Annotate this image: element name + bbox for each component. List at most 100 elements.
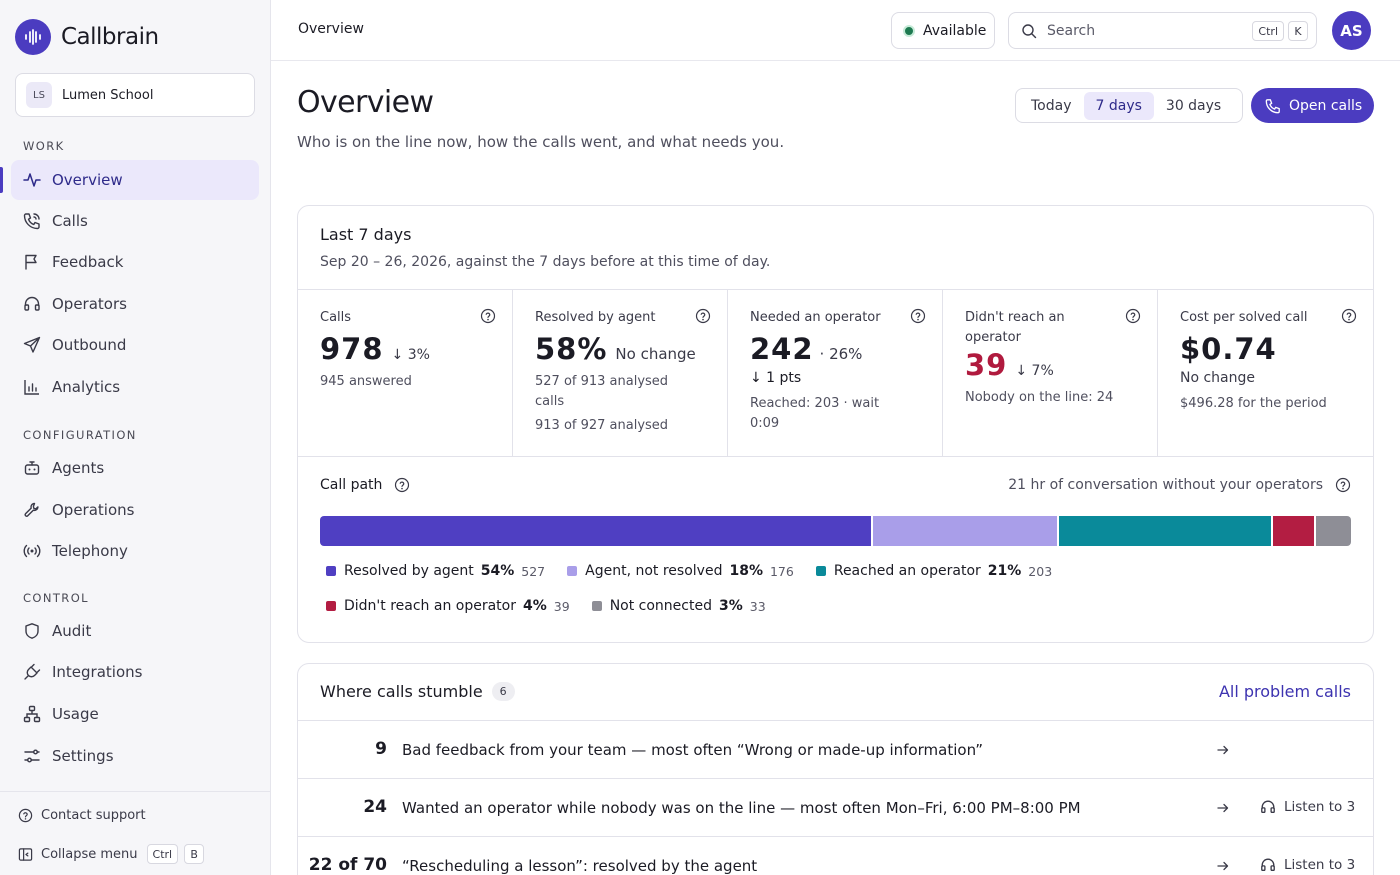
metric-value: 978 (320, 332, 384, 366)
stumble-row[interactable]: 24 Wanted an operator while nobody was on… (298, 779, 1373, 837)
page-title: Overview (297, 85, 434, 120)
collapse-menu-label: Collapse menu (41, 846, 138, 862)
network-icon (23, 705, 41, 723)
open-calls-button[interactable]: Open calls (1251, 88, 1374, 123)
metric-resolved-by-agent: Resolved by agent 58% No change 527 of 9… (513, 290, 728, 456)
legend-label: Reached an operator (833, 563, 981, 579)
stumble-row[interactable]: 22 of 70 “Rescheduling a lesson”: resolve… (298, 837, 1373, 875)
listen-button[interactable]: Listen to 3 (1260, 857, 1355, 873)
sidebar-item-telephony[interactable]: Telephony (11, 531, 259, 571)
legend-percent: 54% (480, 563, 515, 579)
call-path-segment[interactable] (320, 516, 871, 546)
call-path-segment[interactable] (872, 516, 1057, 546)
sidebar-item-integrations[interactable]: Integrations (11, 652, 259, 692)
sidebar-item-label: Operations (52, 501, 135, 519)
call-path-segment[interactable] (1058, 516, 1272, 546)
listen-button[interactable]: Listen to 3 (1260, 799, 1355, 815)
sidebar: Callbrain LS Lumen School WORK Overview … (0, 0, 271, 875)
legend-count: 527 (521, 563, 546, 579)
metric-label: Calls (320, 310, 352, 325)
section-label-work: WORK (23, 139, 65, 153)
sidebar-item-operators[interactable]: Operators (11, 284, 259, 324)
availability-toggle[interactable]: Available (891, 12, 995, 49)
sidebar-item-operations[interactable]: Operations (11, 490, 259, 530)
legend-item: Agent, not resolved 18% 176 (567, 561, 794, 581)
headset-icon (1261, 800, 1275, 813)
radio-icon (23, 544, 41, 558)
page-subtitle: Who is on the line now, how the calls we… (297, 133, 785, 151)
legend-percent: 4% (523, 598, 547, 614)
legend-item: Didn't reach an operator 4% 39 (326, 596, 570, 616)
sidebar-item-usage[interactable]: Usage (11, 694, 259, 734)
sidebar-item-feedback[interactable]: Feedback (11, 242, 259, 282)
all-problem-calls-link[interactable]: All problem calls (1218, 682, 1351, 701)
summary-subtitle: Sep 20 – 26, 2026, against the 7 days be… (320, 254, 771, 270)
sidebar-item-label: Telephony (52, 542, 128, 560)
stumble-text: “Rescheduling a lesson”: resolved by the… (402, 857, 758, 875)
metric-note: Nobody on the line: 24 (965, 390, 1114, 405)
stumble-header: Where calls stumble 6 All problem calls (298, 664, 1373, 721)
arrow-right-icon (1217, 803, 1229, 813)
legend-item: Reached an operator 21% 203 (815, 561, 1052, 581)
sidebar-item-audit[interactable]: Audit (11, 611, 259, 651)
metric-share: · 26% (819, 345, 863, 363)
metric-value: 39 (965, 348, 1008, 382)
sidebar-item-outbound[interactable]: Outbound (11, 325, 259, 365)
help-icon[interactable] (1341, 308, 1357, 324)
workspace-switcher[interactable]: LS Lumen School (15, 73, 255, 117)
help-icon[interactable] (1335, 477, 1351, 493)
metric-didnt-reach-operator: Didn't reach an operator 39 ↓ 7% Nobody … (943, 290, 1158, 456)
sidebar-item-label: Calls (52, 212, 88, 230)
legend-swatch (591, 601, 602, 611)
help-icon[interactable] (480, 308, 496, 324)
sidebar-item-analytics[interactable]: Analytics (11, 367, 259, 407)
workspace-avatar: LS (26, 82, 52, 108)
shield-icon (25, 623, 39, 639)
legend-percent: 3% (718, 598, 743, 614)
metric-delta: No change (615, 345, 696, 363)
bot-icon (24, 461, 40, 475)
range-30-days[interactable]: 30 days (1165, 97, 1222, 114)
row-arrow[interactable] (1216, 800, 1230, 819)
contact-support-link[interactable]: Contact support (18, 808, 146, 823)
sidebar-item-calls[interactable]: Calls (11, 201, 259, 241)
range-today[interactable]: Today (1031, 97, 1072, 114)
call-path-segment[interactable] (1316, 516, 1351, 546)
legend-count: 33 (749, 598, 766, 614)
shortcut-key: K (1288, 21, 1308, 41)
arrow-right-icon (1217, 861, 1229, 871)
call-path-segment[interactable] (1273, 516, 1315, 546)
help-icon[interactable] (910, 308, 926, 324)
shortcut-key: Ctrl (146, 844, 179, 864)
row-arrow[interactable] (1216, 742, 1230, 761)
help-icon[interactable] (1125, 308, 1141, 324)
help-icon[interactable] (695, 308, 711, 324)
listen-label: Listen to 3 (1284, 857, 1356, 873)
workspace-name: Lumen School (62, 87, 154, 103)
bar-chart-icon (24, 380, 39, 395)
help-icon[interactable] (394, 477, 410, 493)
sidebar-footer: Contact support Collapse menu Ctrl B (0, 791, 271, 875)
stumble-count: 9 (375, 739, 387, 759)
search-input[interactable] (1047, 22, 1237, 39)
metrics-row: Calls 978 ↓ 3% 945 answered Resolved by … (298, 289, 1373, 457)
sidebar-item-agents[interactable]: Agents (11, 448, 259, 488)
brand[interactable]: Callbrain (15, 19, 159, 55)
listen-label: Listen to 3 (1284, 799, 1356, 815)
user-avatar[interactable]: AS (1332, 11, 1371, 50)
sidebar-item-overview[interactable]: Overview (11, 160, 259, 200)
legend-swatch (567, 566, 578, 576)
row-arrow[interactable] (1216, 858, 1230, 875)
section-label-control: CONTROL (23, 591, 89, 605)
section-label-configuration: CONFIGURATION (23, 428, 137, 442)
summary-card: Last 7 days Sep 20 – 26, 2026, against t… (297, 205, 1374, 643)
range-7-days[interactable]: 7 days (1083, 91, 1154, 120)
search-icon (1022, 23, 1037, 38)
metric-label: Didn't reach an operator (965, 310, 1065, 345)
call-path-note: 21 hr of conversation without your opera… (1008, 477, 1323, 493)
search-box[interactable]: Ctrl K (1008, 12, 1317, 49)
stumble-row[interactable]: 9 Bad feedback from your team — most ofte… (298, 721, 1373, 779)
metric-value: 58% (535, 332, 608, 366)
collapse-menu-button[interactable]: Collapse menu Ctrl B (18, 844, 205, 864)
sidebar-item-settings[interactable]: Settings (11, 736, 259, 776)
